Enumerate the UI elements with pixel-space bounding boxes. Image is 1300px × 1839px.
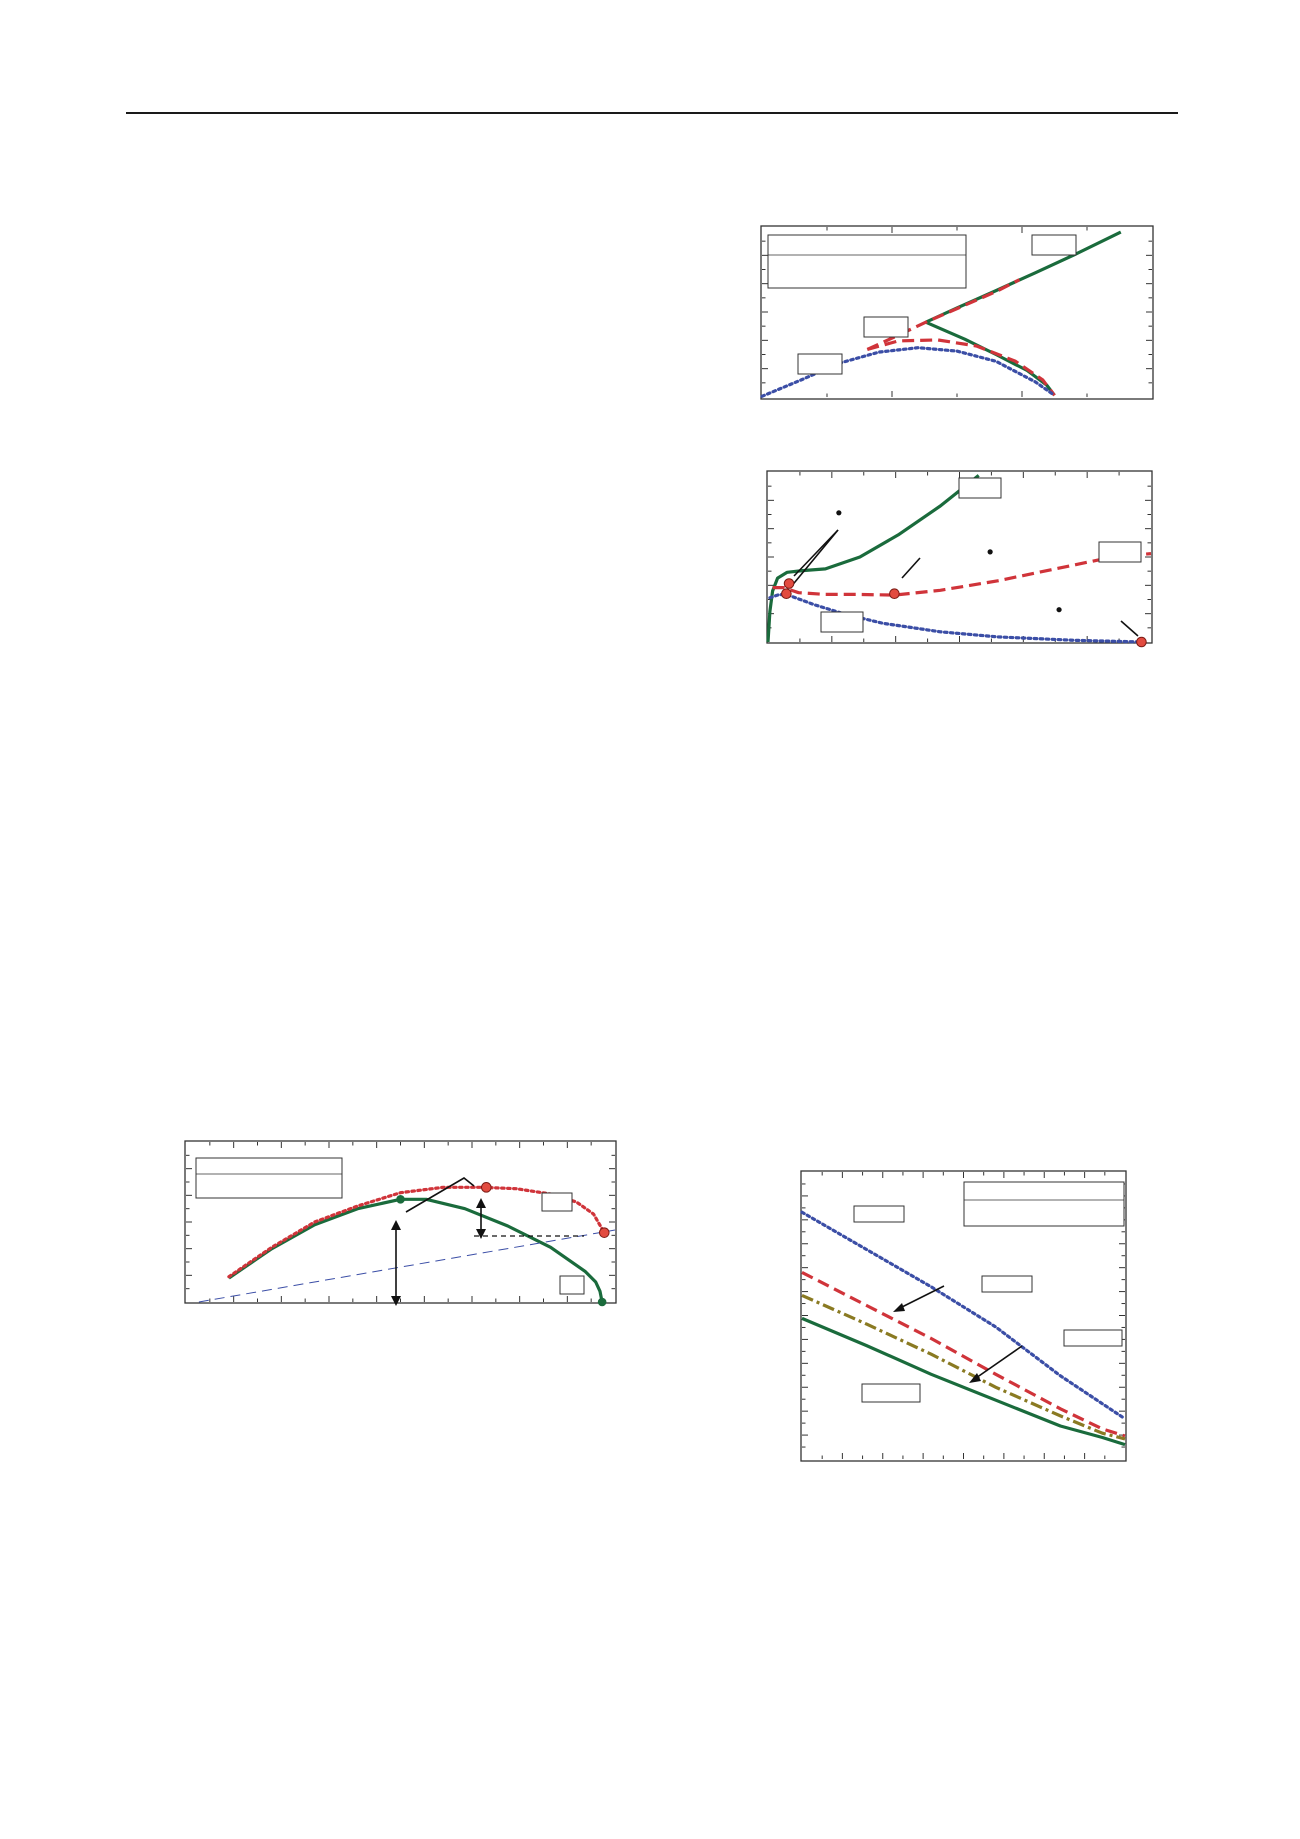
curve-label-box (853, 1205, 905, 1223)
series-line-red (227, 1185, 606, 1279)
arrows (789, 529, 1139, 637)
series-line-red (866, 338, 1056, 397)
plot-frame (760, 225, 1154, 400)
axis-ticks (762, 227, 1152, 397)
marker-point (481, 1182, 492, 1193)
series-line-blue (800, 1210, 1127, 1421)
arrows (893, 1285, 1023, 1383)
curve-label-box (981, 1275, 1033, 1293)
data-point (836, 510, 842, 516)
plot-frame (800, 1170, 1127, 1462)
legend-box (195, 1157, 343, 1199)
curve-label-box (541, 1192, 573, 1212)
plot-frame (766, 470, 1153, 644)
marker-point (1136, 636, 1147, 648)
series-line-red (801, 1270, 1126, 1438)
series-line-green (766, 474, 980, 643)
series-line-green (227, 1197, 604, 1303)
curve-label-box (797, 353, 843, 375)
series-line-blue (198, 1229, 616, 1303)
curve-label-box (1063, 1329, 1123, 1347)
points (836, 510, 1062, 613)
curve-label-box (861, 1383, 921, 1403)
marker-point (598, 1227, 610, 1238)
curves (198, 1185, 616, 1303)
markers (396, 1182, 610, 1307)
legend-box (963, 1181, 1125, 1227)
curve-label-box (958, 477, 1002, 499)
axis-ticks (768, 472, 1151, 642)
curve-label-box (559, 1275, 585, 1295)
axis-ticks (186, 1142, 615, 1302)
figure-d (800, 1170, 1127, 1462)
axis-ticks (802, 1172, 1125, 1459)
arrows (391, 1177, 584, 1306)
data-point (1056, 607, 1062, 613)
marker-point (597, 1297, 607, 1307)
curve-label-box (1031, 234, 1077, 256)
figure-a (760, 225, 1154, 400)
figure-c (184, 1140, 617, 1307)
series-line-olive (801, 1293, 1126, 1441)
markers (781, 578, 1147, 648)
marker-point (889, 588, 900, 600)
marker-point (781, 588, 792, 600)
legend-box (767, 234, 967, 289)
figure-b (766, 470, 1153, 648)
series-line-red (772, 552, 1152, 597)
plot-frame (184, 1140, 617, 1304)
curves (800, 1210, 1127, 1447)
data-point (987, 549, 993, 555)
marker-point (783, 578, 795, 589)
curve-label-box (1098, 541, 1142, 563)
curve-label-box (820, 611, 864, 633)
curve-label-box (863, 316, 909, 338)
header-rule (126, 112, 1178, 114)
series-line-green (801, 1316, 1126, 1447)
marker-point (396, 1195, 405, 1204)
